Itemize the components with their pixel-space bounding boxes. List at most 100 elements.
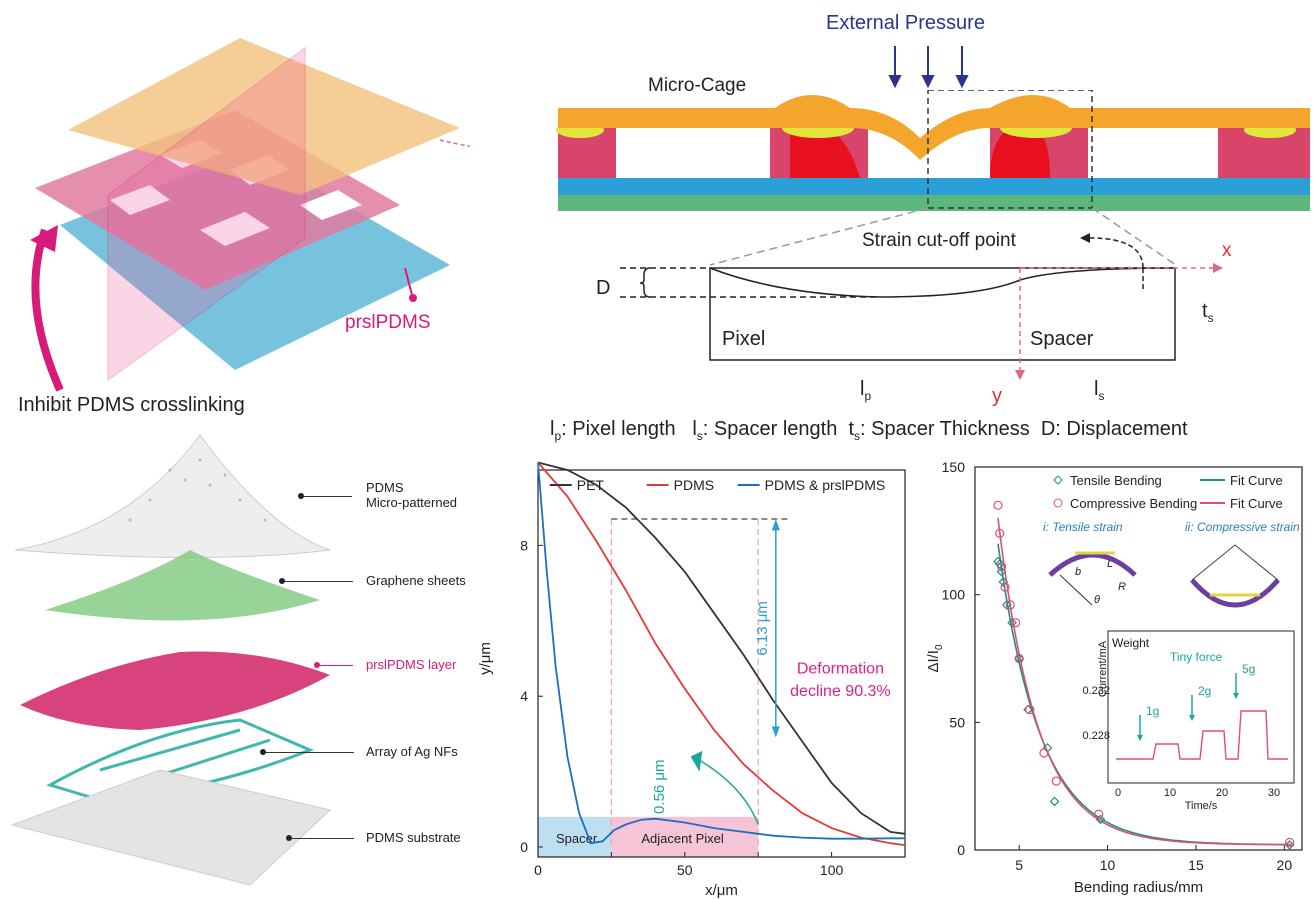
layer-stack-illustration bbox=[30, 38, 470, 392]
compressive-title: ii: Compressive strain bbox=[1185, 520, 1300, 534]
compressive-point bbox=[1025, 704, 1035, 715]
leader-pdms bbox=[302, 496, 352, 497]
layer-graphene-label: Graphene sheets bbox=[366, 573, 466, 588]
inset-arrowhead-1 bbox=[1189, 715, 1195, 721]
ytick-label: 0 bbox=[520, 839, 528, 855]
xtick-label: 20 bbox=[1277, 857, 1293, 873]
y-axis-sub: 0 bbox=[934, 644, 945, 650]
inhibit-label: Inhibit PDMS crosslinking bbox=[18, 394, 245, 416]
y-axis-label: y bbox=[992, 385, 1002, 407]
series-line-0 bbox=[537, 461, 906, 835]
exploded-stack-illustration bbox=[10, 434, 332, 886]
strain-cutoff-label: Strain cut-off point bbox=[862, 230, 1016, 251]
tensile-L: L bbox=[1107, 558, 1113, 570]
xtick-label: 15 bbox=[1188, 857, 1204, 873]
compressive-point bbox=[996, 561, 1007, 572]
layer-ag-label: Array of Ag NFs bbox=[366, 744, 458, 759]
y-axis-title: y/μm bbox=[477, 642, 494, 675]
xtick-label: 100 bbox=[820, 862, 844, 878]
dot-pdms bbox=[298, 493, 304, 499]
xtick-label: 50 bbox=[677, 862, 693, 878]
layer-micro-patterned-label: Micro-patterned bbox=[366, 495, 458, 510]
ls-symbol: ls bbox=[1094, 378, 1105, 403]
x-axis-title: x/μm bbox=[705, 882, 738, 899]
plot-frame bbox=[974, 466, 1303, 851]
inset-xtick: 20 bbox=[1216, 787, 1228, 799]
legend-ls: ls: Spacer length bbox=[692, 418, 838, 443]
d-label: D bbox=[596, 277, 611, 299]
compressive-point bbox=[995, 528, 1005, 538]
compressive-point bbox=[1000, 582, 1010, 592]
arrowhead-613-bottom bbox=[771, 726, 780, 738]
ytick-label: 100 bbox=[942, 587, 966, 603]
plot-frame bbox=[537, 469, 906, 858]
inset-trace bbox=[1116, 710, 1288, 760]
deformation-line2: decline 90.3% bbox=[790, 683, 891, 700]
legend-tensile-marker bbox=[1053, 475, 1063, 485]
layer-prs-label: prslPDMS layer bbox=[366, 657, 457, 672]
xtick-label: 10 bbox=[1100, 857, 1116, 873]
tensile-point bbox=[1007, 617, 1017, 628]
compressive-lines bbox=[1191, 544, 1279, 581]
leader-prs bbox=[318, 665, 353, 666]
inset-tiny-force: Tiny force bbox=[1170, 650, 1223, 664]
cross-section-diagram bbox=[556, 90, 1310, 380]
compressive-point bbox=[993, 500, 1003, 510]
inset-ylabel: Current/mA bbox=[1097, 640, 1109, 697]
deformation-line1: Deformation bbox=[797, 661, 884, 678]
annot-056-head bbox=[690, 750, 703, 772]
series-line-1 bbox=[537, 461, 906, 846]
compressive-point bbox=[1285, 837, 1295, 847]
dot-prs bbox=[314, 662, 320, 668]
prsipdms-label: prslPDMS bbox=[345, 312, 431, 333]
leader-substrate bbox=[290, 838, 354, 839]
legend-fit2: Fit Curve bbox=[1230, 496, 1283, 511]
tensile-arc bbox=[1048, 552, 1137, 577]
inset-xlabel: Time/s bbox=[1185, 800, 1218, 812]
ytick-label: 4 bbox=[520, 688, 528, 704]
series-line-2 bbox=[537, 462, 905, 845]
legend-label-2: PDMS & prslPDMS bbox=[765, 477, 886, 493]
inset-frame bbox=[1107, 630, 1295, 784]
layer-substrate-label: PDMS substrate bbox=[366, 830, 461, 845]
inset-xtick: 30 bbox=[1268, 787, 1280, 799]
tensile-theta: θ bbox=[1094, 594, 1100, 606]
legend-fit1: Fit Curve bbox=[1230, 473, 1283, 488]
lp-symbol: lp bbox=[860, 378, 872, 403]
compressive-point bbox=[1051, 776, 1061, 786]
legend-compressive-marker bbox=[1053, 498, 1063, 508]
xtick-label: 0 bbox=[534, 862, 542, 878]
inset-arrowhead-0 bbox=[1137, 735, 1143, 741]
leader-graphene bbox=[283, 581, 353, 582]
inset-arrowhead-2 bbox=[1233, 693, 1239, 699]
annot-056: 0.56 μm bbox=[651, 759, 668, 814]
leader-ag bbox=[264, 752, 354, 753]
tensile-R: R bbox=[1118, 581, 1126, 593]
tensile-point bbox=[998, 577, 1009, 587]
legend-ts: ts: Spacer Thickness bbox=[848, 418, 1030, 443]
dot-graphene bbox=[279, 578, 285, 584]
tensile-title: i: Tensile strain bbox=[1043, 520, 1123, 534]
compressive-point bbox=[1005, 600, 1015, 610]
legend-label-1: PDMS bbox=[674, 477, 714, 493]
ytick-label: 8 bbox=[520, 537, 528, 553]
pixel-label: Pixel bbox=[722, 328, 766, 350]
compressive-point bbox=[1014, 653, 1024, 664]
inset-arrow-label-0: 1g bbox=[1146, 704, 1159, 718]
inset-ytick-1: 0.228 bbox=[1082, 730, 1110, 742]
compressive-point bbox=[1094, 809, 1104, 819]
layer-pdms-label: PDMS bbox=[366, 480, 404, 495]
annot-613: 6.13 μm bbox=[754, 601, 771, 656]
inset-arrow-label-1: 2g bbox=[1198, 684, 1211, 698]
inset-xtick: 10 bbox=[1164, 787, 1176, 799]
compressive-arc bbox=[1190, 578, 1280, 608]
tensile-point bbox=[996, 566, 1007, 577]
tensile-point bbox=[1001, 600, 1012, 610]
inset-ytick-0: 0.232 bbox=[1082, 685, 1110, 697]
inset-arrow-label-2: 5g bbox=[1242, 662, 1255, 676]
external-pressure-label: External Pressure bbox=[826, 12, 985, 34]
ts-symbol: ts bbox=[1202, 300, 1214, 325]
ytick-label: 150 bbox=[942, 459, 966, 475]
